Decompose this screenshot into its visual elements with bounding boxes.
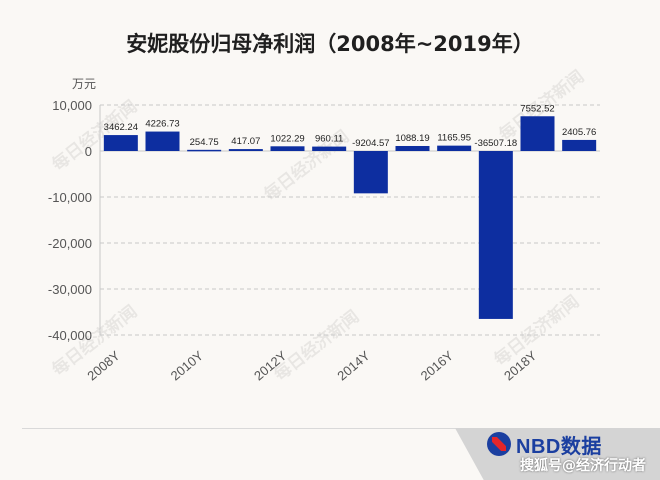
y-tick-label: 0 bbox=[85, 144, 92, 159]
data-label: 1165.95 bbox=[437, 133, 471, 144]
data-label: 960.11 bbox=[315, 134, 343, 145]
y-unit-label: 万元 bbox=[72, 77, 96, 91]
bar bbox=[478, 151, 513, 319]
bar bbox=[270, 146, 305, 151]
bar bbox=[353, 151, 388, 194]
y-tick-label: -10,000 bbox=[48, 190, 92, 205]
x-tick-label: 2016Y bbox=[418, 348, 457, 384]
y-tick-label: -30,000 bbox=[48, 282, 92, 297]
data-label: -9204.57 bbox=[352, 138, 390, 149]
data-label: 3462.24 bbox=[104, 122, 138, 133]
data-label: 4226.73 bbox=[145, 119, 179, 130]
data-label: -36507.18 bbox=[474, 138, 517, 149]
data-label: 254.75 bbox=[190, 137, 219, 148]
bar bbox=[103, 135, 138, 151]
x-tick-label: 2014Y bbox=[334, 348, 373, 384]
bar bbox=[187, 149, 222, 152]
data-label: 1088.19 bbox=[395, 133, 429, 144]
brand-name: NBD数据 bbox=[516, 435, 602, 458]
bar bbox=[520, 116, 555, 151]
data-label: 417.07 bbox=[231, 136, 260, 147]
source-credit: 搜狐号@经济行动者 bbox=[520, 458, 646, 474]
data-label: 7552.52 bbox=[520, 103, 554, 114]
data-label: 2405.76 bbox=[562, 127, 596, 138]
bar bbox=[228, 149, 263, 151]
chart-title: 安妮股份归母净利润（2008年~2019年） bbox=[126, 32, 534, 56]
bar bbox=[145, 131, 180, 151]
x-tick-label: 2010Y bbox=[168, 348, 207, 384]
data-label: 1022.29 bbox=[270, 133, 304, 144]
footer-divider bbox=[22, 428, 638, 429]
bar bbox=[312, 146, 347, 151]
y-tick-label: -20,000 bbox=[48, 236, 92, 251]
bar bbox=[395, 145, 430, 151]
y-tick-label: -40,000 bbox=[48, 328, 92, 343]
bar bbox=[562, 139, 597, 151]
nbd-logo-icon bbox=[487, 432, 511, 456]
brand-logo: NBD数据 bbox=[487, 431, 647, 458]
y-tick-label: 10,000 bbox=[52, 98, 92, 113]
bar bbox=[437, 145, 472, 151]
